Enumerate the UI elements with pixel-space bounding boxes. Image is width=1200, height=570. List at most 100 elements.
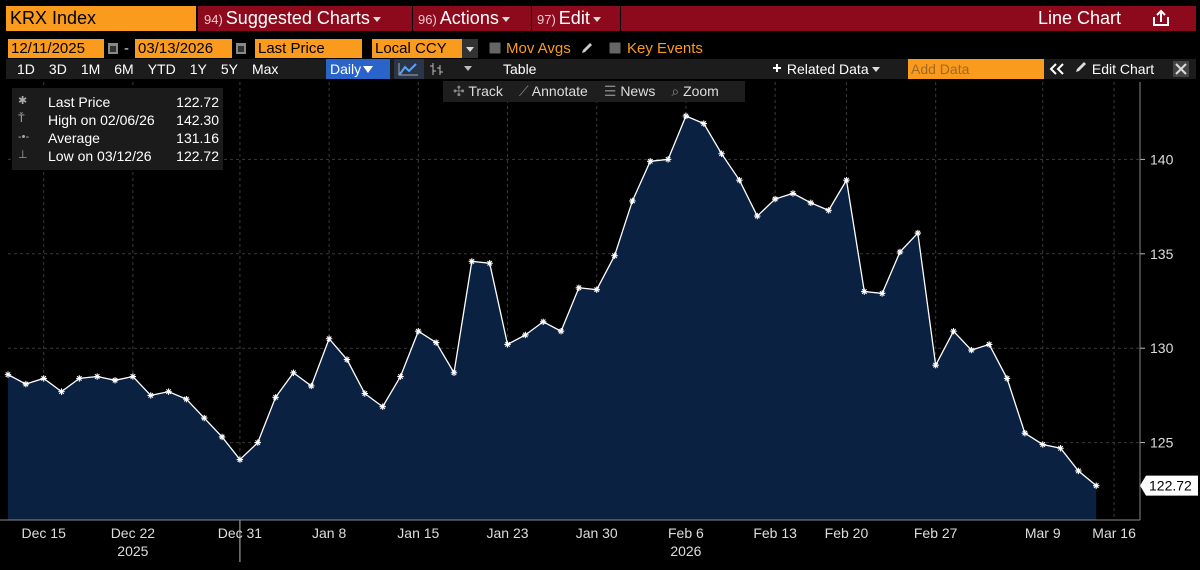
point-marker xyxy=(754,212,761,220)
last-value-label: 122.72 xyxy=(1149,478,1192,494)
dropdown-icon xyxy=(592,17,601,22)
checkbox[interactable] xyxy=(609,42,621,54)
point-marker xyxy=(325,335,333,342)
last-value-tag xyxy=(1140,475,1198,496)
chart-tools: ✣ Track ⟋ Annotate ☰ News ⌕ Zoom xyxy=(443,81,745,102)
legend-label: Average xyxy=(48,130,100,146)
divider xyxy=(620,6,621,31)
start-date[interactable]: 12/11/2025 xyxy=(8,39,104,58)
checkbox[interactable] xyxy=(489,42,501,54)
line xyxy=(7,115,1097,487)
table-button[interactable]: Table xyxy=(503,61,537,77)
point-marker xyxy=(593,286,600,293)
option-label[interactable]: Mov Avgs xyxy=(506,40,571,57)
point-marker xyxy=(94,373,101,380)
menu-number: 96) xyxy=(418,12,437,27)
legend-icon: Ť xyxy=(18,113,25,125)
add-data-input[interactable]: Add Data xyxy=(908,59,1044,79)
range-button[interactable]: 5Y xyxy=(220,61,238,77)
settings-icon[interactable] xyxy=(1172,60,1190,78)
point-marker xyxy=(272,394,279,401)
menu[interactable]: 94) Suggested Charts xyxy=(204,6,384,31)
point-marker xyxy=(914,229,922,237)
calendar-icon[interactable] xyxy=(107,41,119,55)
range-button[interactable]: 1D xyxy=(17,61,35,77)
currency-select[interactable]: Local CCY xyxy=(372,39,462,58)
point-marker xyxy=(664,156,672,163)
range-bar xyxy=(6,59,1196,79)
range-button[interactable]: 1Y xyxy=(189,61,207,77)
range-buttons: 1D 3D 1M 6M YTD 1Y 5Y Max xyxy=(10,59,285,79)
dropdown-icon[interactable] xyxy=(462,39,478,58)
divider xyxy=(531,6,532,31)
range-button[interactable]: YTD xyxy=(147,61,176,77)
related-label: Related Data xyxy=(786,61,869,77)
point-marker xyxy=(932,361,939,369)
field-select[interactable]: Last Price xyxy=(255,39,362,58)
tool[interactable]: ⌕ Zoom xyxy=(671,83,719,99)
point-marker xyxy=(878,290,886,297)
x-tick-label: Jan 30 xyxy=(576,525,618,541)
range-button[interactable]: 6M xyxy=(114,61,134,77)
point-marker xyxy=(379,403,386,410)
point-marker xyxy=(165,388,172,395)
menu[interactable]: 96) Actions xyxy=(418,6,513,31)
legend-value: 122.72 xyxy=(176,94,219,110)
pencil-icon xyxy=(1076,62,1086,72)
tool[interactable]: ☰ News xyxy=(603,83,656,99)
point-marker xyxy=(522,331,529,339)
range-button[interactable]: Max xyxy=(251,61,279,77)
share-icon[interactable] xyxy=(1150,8,1172,28)
point-marker xyxy=(468,258,476,265)
range-button[interactable]: 1M xyxy=(80,61,101,77)
x-tick-label: Mar 16 xyxy=(1092,525,1136,541)
tool-label: Track xyxy=(468,83,503,99)
point-marker xyxy=(1021,429,1029,437)
end-date[interactable]: 03/13/2026 xyxy=(135,39,232,58)
edit-chart[interactable]: Edit Chart xyxy=(1074,59,1154,79)
point-marker xyxy=(4,371,12,378)
point-marker xyxy=(575,284,583,291)
tool-label: Annotate xyxy=(531,83,588,99)
legend-icon: ✱ xyxy=(18,95,28,107)
frequency-select[interactable]: Daily xyxy=(326,59,390,79)
point-marker xyxy=(22,380,30,388)
point-marker xyxy=(861,288,868,295)
point-marker xyxy=(147,392,154,399)
dropdown-icon xyxy=(372,17,381,22)
menu-label: Suggested Charts xyxy=(225,8,370,28)
point-marker xyxy=(896,248,904,256)
chart-type[interactable]: Line Chart xyxy=(1038,8,1122,28)
related-data[interactable]: Related Data xyxy=(771,59,883,79)
point-marker xyxy=(968,346,975,354)
range-button[interactable]: 3D xyxy=(48,61,67,77)
tool[interactable]: ⟋ Annotate xyxy=(518,83,588,99)
dropdown-icon[interactable] xyxy=(462,64,474,74)
legend-value: 142.30 xyxy=(176,112,219,128)
legend-icon: ⊥ xyxy=(18,149,28,161)
security-field[interactable]: KRX Index xyxy=(6,6,196,31)
option-label[interactable]: Key Events xyxy=(627,40,703,57)
legend: ✱ Last Price 122.72 Ť High on 02/06/26 142.30… xyxy=(12,88,223,170)
x-tick-label: Jan 23 xyxy=(486,525,528,541)
bar-chart-icon[interactable] xyxy=(427,59,447,79)
calendar-icon[interactable] xyxy=(235,41,247,55)
pencil-icon[interactable] xyxy=(580,41,594,55)
menu-bar xyxy=(198,6,1196,31)
line-chart-icon[interactable] xyxy=(394,59,424,79)
x-tick-label: Mar 9 xyxy=(1025,525,1061,541)
dropdown-icon xyxy=(871,67,880,72)
menu[interactable]: 97) Edit xyxy=(537,6,604,31)
point-marker xyxy=(450,369,458,376)
date-separator: - xyxy=(124,40,129,57)
tool[interactable]: ✣ Track xyxy=(453,83,503,99)
point-marker xyxy=(76,375,83,382)
legend-value: 131.16 xyxy=(176,130,219,146)
collapse-icon[interactable] xyxy=(1047,61,1069,77)
x-tick-label: Feb 6 xyxy=(668,525,704,541)
y-tick-label: 135 xyxy=(1150,246,1174,262)
point-marker xyxy=(415,328,422,335)
point-marker xyxy=(218,433,226,441)
point-marker xyxy=(557,328,565,335)
